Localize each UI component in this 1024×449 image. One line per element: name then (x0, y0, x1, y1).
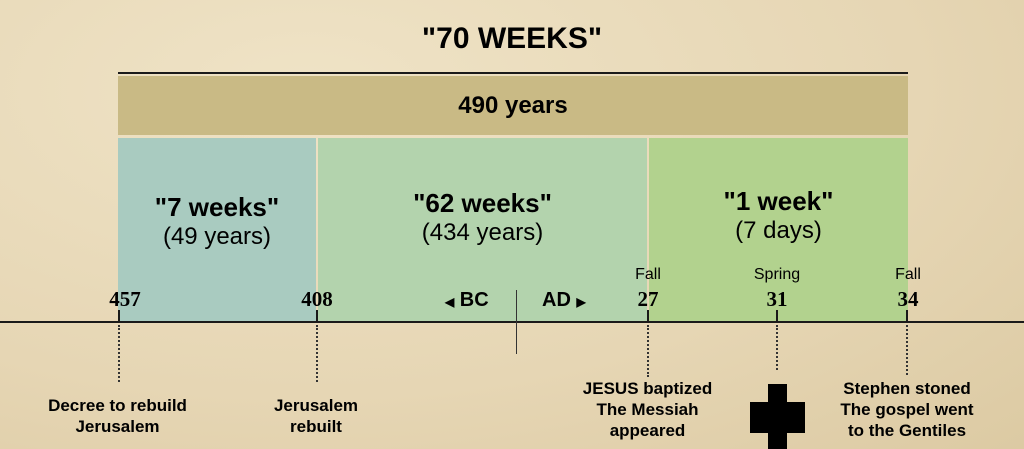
period-sub: (7 days) (735, 217, 822, 244)
event-line: appeared (609, 421, 686, 440)
tick-408 (316, 310, 318, 322)
year-label: 27 (637, 287, 659, 311)
tick-27 (647, 310, 649, 322)
event-line: The Messiah (596, 400, 699, 419)
event-line: Jerusalem (273, 396, 359, 415)
period-heading: "1 week" (723, 186, 834, 216)
cross-icon (750, 384, 806, 449)
dotted-line (118, 325, 120, 382)
dotted-line (906, 325, 908, 375)
period-sub: (49 years) (162, 223, 272, 250)
event-baptism: JESUS baptized The Messiah appeared (555, 378, 740, 441)
tick-34 (906, 310, 908, 322)
timeline-axis (0, 321, 1024, 323)
event-line: to the Gentiles (847, 421, 967, 440)
period-sub: (434 years) (421, 219, 544, 246)
season-label: Fall (895, 266, 921, 283)
period-heading: "7 weeks" (154, 192, 280, 222)
tick-31 (776, 310, 778, 322)
dotted-line (776, 325, 778, 370)
season-label: Spring (753, 266, 801, 283)
year-label: 31 (766, 287, 788, 311)
year-label: 457 (109, 287, 141, 311)
span-line (118, 72, 908, 74)
period-62-weeks: "62 weeks" (434 years) (318, 138, 647, 322)
tick-457 (118, 310, 120, 322)
total-span-band: 490 years (118, 76, 908, 135)
period-1-week: "1 week" (7 days) (649, 138, 908, 322)
ad-label: AD ▶ (542, 289, 586, 311)
year-label: 408 (301, 287, 333, 311)
event-line: Decree to rebuild (48, 396, 187, 415)
dotted-line (647, 325, 649, 377)
period-7-weeks: "7 weeks" (49 years) (118, 138, 316, 322)
bc-text: BC (459, 289, 489, 311)
bc-label: ◀ BC (445, 289, 489, 311)
event-decree: Decree to rebuild Jerusalem (15, 395, 220, 437)
ad-text: AD (542, 289, 571, 311)
event-line: The gospel went (840, 400, 974, 419)
diagram-title: "70 WEEKS" (421, 22, 603, 55)
event-line: Jerusalem (75, 417, 160, 436)
event-line: Stephen stoned (843, 379, 971, 398)
season-label: Fall (635, 266, 661, 283)
bc-ad-divider (516, 290, 517, 354)
event-line: JESUS baptized (582, 379, 713, 398)
event-stephen: Stephen stoned The gospel went to the Ge… (812, 378, 1002, 441)
period-heading: "62 weeks" (413, 188, 552, 218)
event-line: rebuilt (290, 417, 342, 436)
year-label: 34 (897, 287, 919, 311)
dotted-line (316, 325, 318, 382)
event-rebuilt: Jerusalem rebuilt (246, 395, 386, 437)
